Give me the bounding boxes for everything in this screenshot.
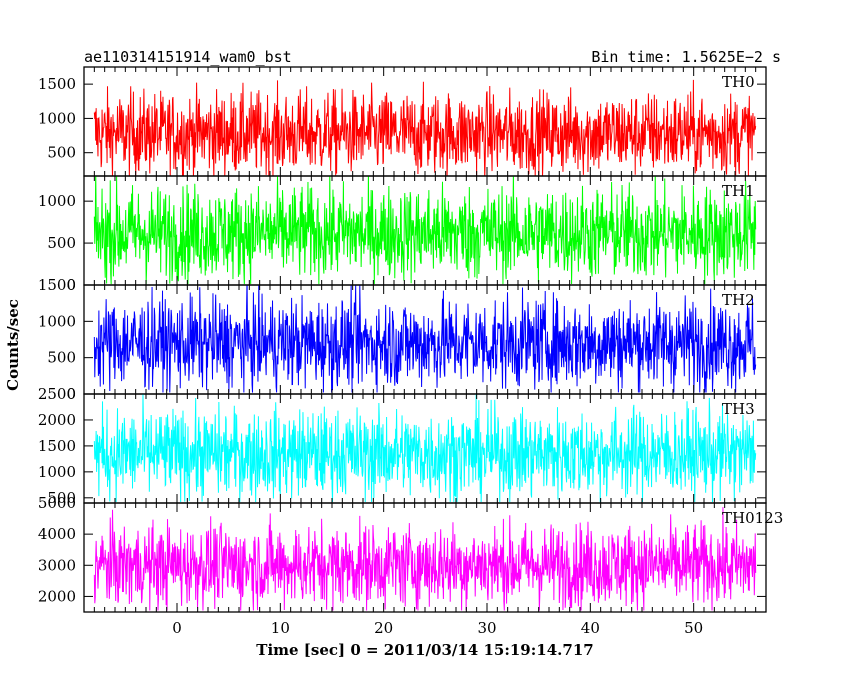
x-tick-label: 30 [477, 619, 496, 637]
y-tick-label: 1000 [38, 463, 76, 481]
x-tick-label: 0 [172, 619, 182, 637]
panel-th1: 0 500 1000 TH1 [38, 175, 767, 294]
y-tick-label: 500 [47, 234, 76, 252]
y-tick-label: 500 [47, 349, 76, 367]
x-tick-label: 10 [271, 619, 290, 637]
series-trace-th1 [93, 176, 757, 285]
panel-label-th0: TH0 [722, 73, 755, 91]
y-axis-label: Counts/sec [4, 299, 22, 391]
y-tick-label: 2500 [38, 385, 76, 403]
x-tick-labels: 0 10 20 30 40 50 [172, 619, 703, 637]
y-tick-label: 1000 [38, 312, 76, 330]
series-trace-th2 [93, 285, 757, 393]
panel-label-th2: TH2 [722, 291, 755, 309]
panel-label-th3: TH3 [722, 400, 755, 418]
y-tick-label: 1500 [38, 276, 76, 294]
x-tick-label: 40 [581, 619, 600, 637]
panel-th0123: 2000 3000 4000 5000 TH0123 [38, 494, 783, 613]
panel-th2: 0 500 1000 1500 TH2 [38, 276, 767, 403]
panel-label-th1: TH1 [722, 182, 755, 200]
y-tick-label: 0 [66, 385, 76, 403]
chart-title-left: ae110314151914_wam0_bst [84, 48, 292, 66]
y-tick-label: 2000 [38, 411, 76, 429]
y-tick-label: 5000 [38, 494, 76, 512]
y-tick-label: 1000 [38, 192, 76, 210]
y-tick-label: 500 [47, 144, 76, 162]
series-trace-th0123 [93, 507, 757, 611]
x-axis-label: Time [sec] 0 = 2011/03/14 15:19:14.717 [256, 641, 593, 659]
panel-label-th0123: TH0123 [722, 509, 783, 527]
y-tick-label: 0 [66, 276, 76, 294]
series-trace-th3 [93, 394, 757, 502]
y-tick-label: 1000 [38, 109, 76, 127]
y-tick-label: 500 [47, 489, 76, 507]
y-tick-label: 2000 [38, 587, 76, 605]
y-tick-label: 1500 [38, 75, 76, 93]
y-tick-label: 4000 [38, 525, 76, 543]
y-tick-label: 3000 [38, 556, 76, 574]
series-trace-th0 [93, 79, 757, 176]
chart-title-right: Bin time: 1.5625E−2 s [591, 48, 781, 66]
x-tick-label: 20 [374, 619, 393, 637]
panel-th3: 500 1000 1500 2000 2500 TH3 [38, 385, 767, 507]
y-tick-label: 1500 [38, 437, 76, 455]
x-tick-label: 50 [684, 619, 703, 637]
panel-th0: 500 1000 1500 TH0 [38, 66, 767, 177]
